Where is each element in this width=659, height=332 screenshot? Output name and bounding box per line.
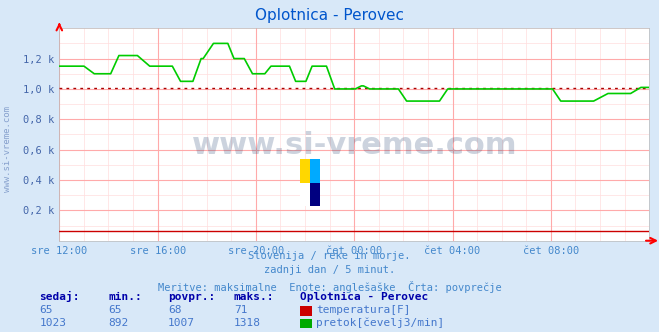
Bar xyxy=(310,159,320,183)
Text: 65: 65 xyxy=(40,305,53,315)
Text: Oplotnica - Perovec: Oplotnica - Perovec xyxy=(255,8,404,23)
Text: min.:: min.: xyxy=(109,292,142,302)
Text: pretok[čevelj3/min]: pretok[čevelj3/min] xyxy=(316,317,445,328)
Text: Oplotnica - Perovec: Oplotnica - Perovec xyxy=(300,292,428,302)
Bar xyxy=(300,183,310,206)
Text: 68: 68 xyxy=(168,305,181,315)
Text: 1318: 1318 xyxy=(234,318,261,328)
FancyBboxPatch shape xyxy=(300,319,312,328)
Text: temperatura[F]: temperatura[F] xyxy=(316,305,411,315)
Text: 71: 71 xyxy=(234,305,247,315)
FancyBboxPatch shape xyxy=(300,306,312,316)
Text: www.si-vreme.com: www.si-vreme.com xyxy=(3,106,13,193)
Text: 1023: 1023 xyxy=(40,318,67,328)
Text: sedaj:: sedaj: xyxy=(40,291,80,302)
Text: 1007: 1007 xyxy=(168,318,195,328)
Text: www.si-vreme.com: www.si-vreme.com xyxy=(192,130,517,160)
Bar xyxy=(310,183,320,206)
Bar xyxy=(300,159,310,183)
Text: maks.:: maks.: xyxy=(234,292,274,302)
Text: 65: 65 xyxy=(109,305,122,315)
Text: 892: 892 xyxy=(109,318,129,328)
Text: Slovenija / reke in morje.
zadnji dan / 5 minut.
Meritve: maksimalne  Enote: ang: Slovenija / reke in morje. zadnji dan / … xyxy=(158,251,501,293)
Text: povpr.:: povpr.: xyxy=(168,292,215,302)
